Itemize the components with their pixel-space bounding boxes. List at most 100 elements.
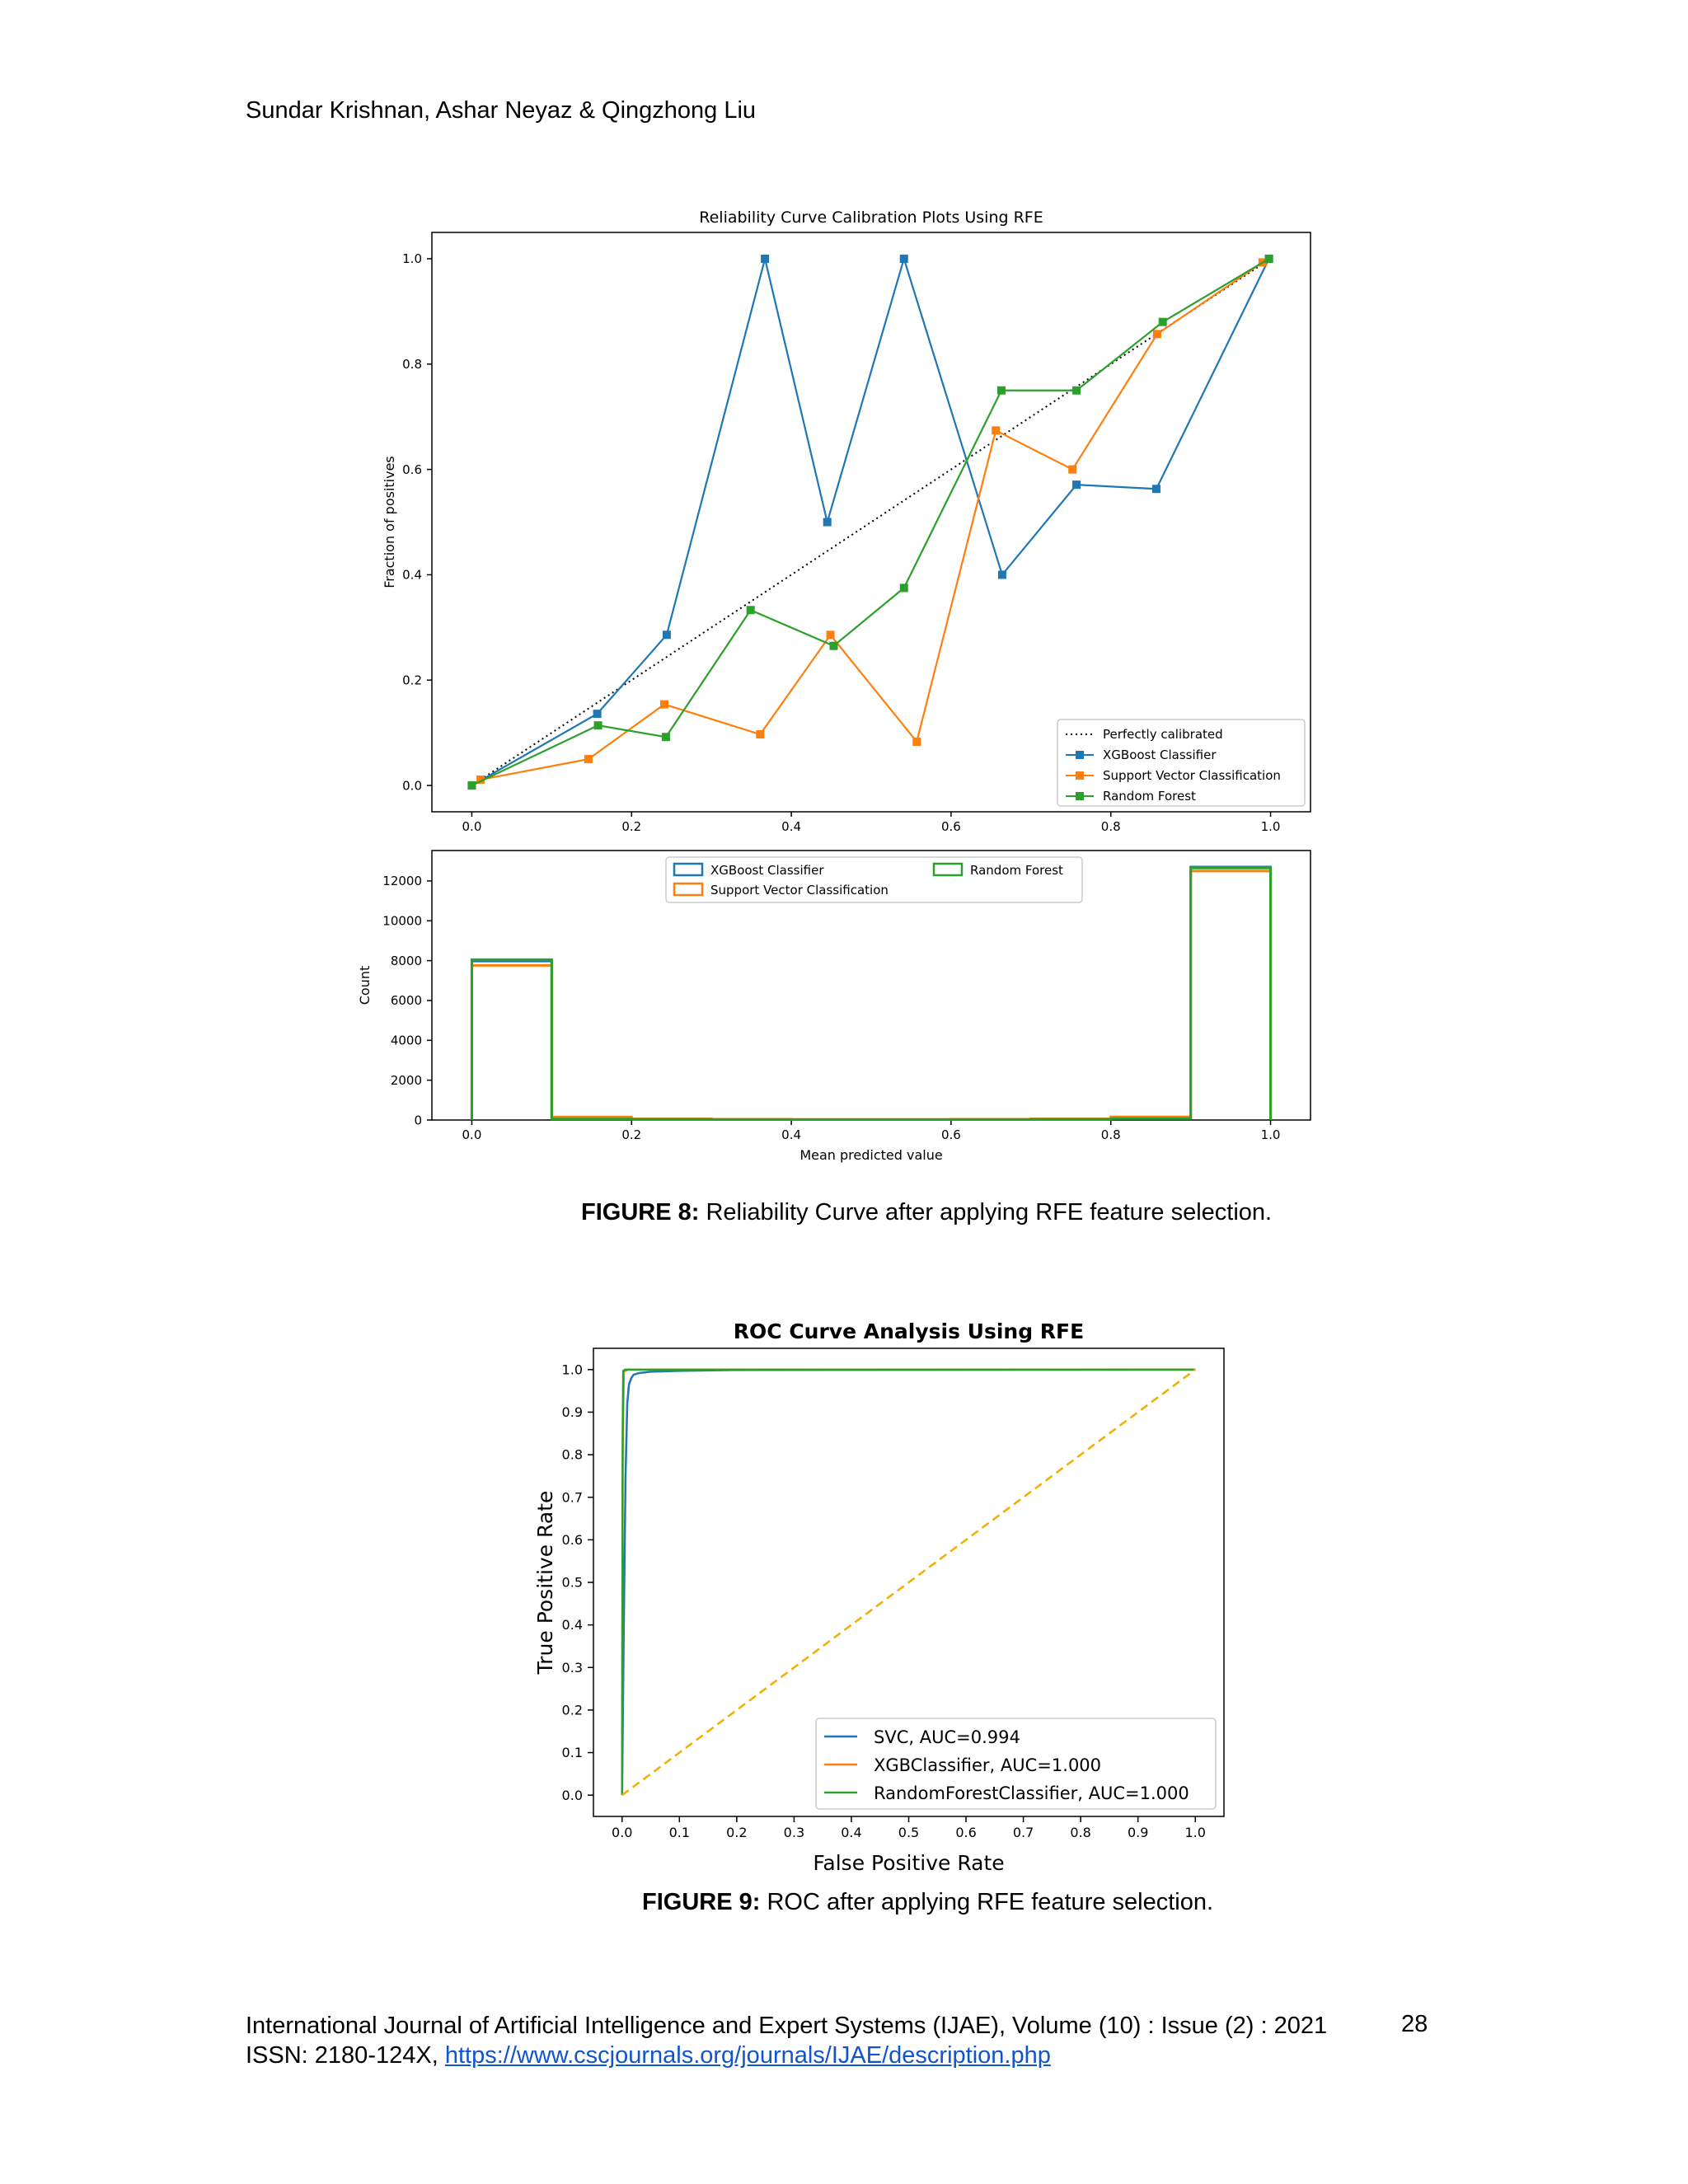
series-random-forest bbox=[467, 254, 1273, 790]
data-point bbox=[593, 710, 602, 719]
x-tick-label: 0.2 bbox=[621, 819, 641, 834]
series-support-vector-classification bbox=[476, 258, 1267, 785]
histogram-step bbox=[470, 865, 1273, 1121]
series-random-forest bbox=[470, 866, 1273, 1122]
x-tick-label: 0.9 bbox=[1128, 1825, 1148, 1840]
histogram-bar bbox=[1031, 1119, 1111, 1120]
x-axis-label: Mean predicted value bbox=[799, 1147, 942, 1163]
data-point bbox=[1072, 480, 1081, 490]
y-tick-label: 0.2 bbox=[562, 1703, 583, 1718]
histogram-bar bbox=[711, 1119, 791, 1120]
y-tick-label: 0.2 bbox=[402, 673, 422, 687]
page-number: 28 bbox=[1401, 2011, 1428, 2037]
y-tick-label: 0.4 bbox=[402, 568, 422, 583]
figure-9-caption: FIGURE 9: ROC after applying RFE feature… bbox=[642, 1889, 1213, 1916]
footer-issn: ISSN: 2180-124X, bbox=[246, 2042, 445, 2069]
legend-marker bbox=[1076, 771, 1084, 780]
footer-issn-line: ISSN: 2180-124X, https://www.cscjournals… bbox=[246, 2041, 1327, 2070]
legend-box bbox=[665, 856, 1083, 903]
data-point bbox=[660, 700, 669, 709]
data-point bbox=[1068, 465, 1077, 474]
x-tick-label: 1.0 bbox=[1261, 1127, 1281, 1142]
x-tick-label: 0.8 bbox=[1101, 1127, 1121, 1142]
chance-line bbox=[621, 1368, 1196, 1797]
x-tick-label: 0.3 bbox=[784, 1825, 804, 1840]
data-point bbox=[467, 781, 476, 790]
data-point bbox=[1151, 485, 1160, 494]
y-tick-label: 0.9 bbox=[562, 1404, 583, 1420]
legend-label: SVC, AUC=0.994 bbox=[874, 1727, 1020, 1747]
roc-line-2 bbox=[621, 1368, 1196, 1796]
data-point bbox=[584, 755, 593, 764]
data-point bbox=[1158, 317, 1167, 326]
y-tick-label: 6000 bbox=[391, 993, 422, 1008]
legend-box bbox=[815, 1718, 1217, 1810]
data-point bbox=[761, 254, 770, 263]
legend-swatch bbox=[673, 882, 704, 897]
chart-title: Reliability Curve Calibration Plots Usin… bbox=[699, 209, 1043, 227]
y-tick-label: 0.8 bbox=[402, 357, 422, 372]
x-tick-label: 0.6 bbox=[955, 1825, 976, 1840]
data-point bbox=[899, 254, 908, 263]
data-point bbox=[992, 426, 1001, 435]
x-tick-label: 1.0 bbox=[1185, 1825, 1206, 1840]
legend-marker bbox=[1076, 751, 1084, 759]
legend-swatch bbox=[673, 862, 704, 877]
y-tick-label: 8000 bbox=[391, 954, 422, 968]
y-tick-label: 0.0 bbox=[562, 1788, 583, 1803]
x-tick-label: 0.7 bbox=[1013, 1825, 1034, 1840]
x-tick-label: 0.8 bbox=[1070, 1825, 1090, 1840]
x-axis-label: False Positive Rate bbox=[813, 1851, 1004, 1875]
legend-box bbox=[1057, 719, 1306, 807]
figure-8-label: FIGURE 8: bbox=[581, 1199, 700, 1226]
y-tick-label: 0 bbox=[414, 1113, 422, 1127]
data-point bbox=[1264, 254, 1273, 263]
y-tick-label: 0.3 bbox=[562, 1660, 583, 1675]
footer-link[interactable]: https://www.cscjournals.org/journals/IJA… bbox=[444, 2042, 1051, 2069]
histogram-bar bbox=[471, 959, 551, 1120]
y-tick-label: 0.0 bbox=[402, 778, 422, 793]
x-tick-label: 0.2 bbox=[726, 1825, 747, 1840]
y-tick-label: 0.8 bbox=[562, 1447, 583, 1463]
x-tick-label: 0.6 bbox=[941, 1127, 961, 1142]
figure-9-label: FIGURE 9: bbox=[642, 1889, 761, 1915]
histogram-bar bbox=[551, 1119, 631, 1120]
histogram-step bbox=[470, 866, 1273, 1122]
legend-label: XGBoost Classifier bbox=[710, 863, 824, 878]
histogram-bar bbox=[1191, 868, 1271, 1120]
y-axis-label: Fraction of positives bbox=[382, 456, 397, 588]
y-tick-label: 1.0 bbox=[562, 1361, 583, 1377]
data-point bbox=[756, 730, 765, 739]
data-point bbox=[823, 518, 832, 527]
y-tick-label: 0.6 bbox=[562, 1532, 583, 1548]
data-point bbox=[476, 776, 485, 785]
chart-legend: SVC, AUC=0.994 XGBClassifier, AUC=1.000 Ra… bbox=[815, 1718, 1217, 1810]
histogram-bar bbox=[631, 1119, 711, 1120]
data-point bbox=[662, 630, 671, 640]
legend-label: Support Vector Classification bbox=[710, 883, 889, 898]
y-axis-label: True Positive Rate bbox=[533, 1491, 557, 1675]
running-header: Sundar Krishnan, Ashar Neyaz & Qingzhong… bbox=[246, 97, 757, 124]
data-point bbox=[746, 606, 755, 615]
legend-label: Perfectly calibrated bbox=[1103, 727, 1223, 742]
data-point bbox=[829, 641, 838, 650]
x-tick-label: 0.0 bbox=[462, 1127, 482, 1142]
data-point bbox=[899, 583, 908, 593]
data-point bbox=[1072, 386, 1081, 395]
chart-title: ROC Curve Analysis Using RFE bbox=[734, 1319, 1084, 1343]
y-tick-label: 0.6 bbox=[402, 462, 422, 477]
data-point bbox=[661, 733, 670, 742]
y-tick-label: 10000 bbox=[382, 914, 422, 929]
legend-label: Support Vector Classification bbox=[1103, 768, 1281, 783]
legend-label: XGBClassifier, AUC=1.000 bbox=[874, 1755, 1101, 1775]
legend-label: Random Forest bbox=[970, 863, 1063, 878]
plot-frame bbox=[431, 232, 1311, 813]
data-point bbox=[996, 386, 1006, 395]
x-tick-label: 0.1 bbox=[669, 1825, 690, 1840]
series-perfectly-calibrated bbox=[471, 258, 1272, 786]
figure-9-text: ROC after applying RFE feature selection… bbox=[760, 1889, 1214, 1915]
x-tick-label: 0.0 bbox=[462, 819, 482, 834]
x-tick-label: 0.4 bbox=[781, 1127, 801, 1142]
y-tick-label: 12000 bbox=[382, 874, 422, 888]
